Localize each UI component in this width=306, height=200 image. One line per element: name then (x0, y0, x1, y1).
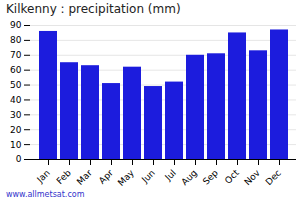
svg-text:Jan: Jan (34, 168, 52, 186)
svg-text:Jul: Jul (162, 168, 177, 183)
svg-text:Feb: Feb (55, 168, 74, 187)
svg-text:10: 10 (10, 139, 22, 149)
svg-text:Apr: Apr (97, 168, 115, 186)
svg-text:Jun: Jun (139, 168, 157, 186)
svg-text:Sep: Sep (201, 168, 220, 187)
svg-text:Dec: Dec (264, 168, 283, 187)
svg-text:90: 90 (10, 20, 22, 30)
svg-text:May: May (116, 167, 137, 188)
svg-text:40: 40 (10, 95, 22, 105)
svg-text:Mar: Mar (75, 167, 94, 186)
svg-text:Oct: Oct (223, 167, 241, 185)
svg-text:60: 60 (10, 65, 22, 75)
html-text:www.allmetsat.com: www.allmetsat.com (6, 190, 85, 199)
svg-text:50: 50 (10, 80, 22, 90)
svg-text:20: 20 (10, 125, 22, 135)
svg-text:Aug: Aug (179, 168, 199, 188)
html-text:Kilkenny : precipitation (mm): Kilkenny : precipitation (mm) (6, 2, 181, 16)
svg-text:Nov: Nov (242, 167, 262, 187)
svg-text:0: 0 (16, 154, 22, 164)
svg-text:80: 80 (10, 35, 22, 45)
svg-text:30: 30 (10, 110, 22, 120)
svg-text:70: 70 (10, 50, 22, 60)
